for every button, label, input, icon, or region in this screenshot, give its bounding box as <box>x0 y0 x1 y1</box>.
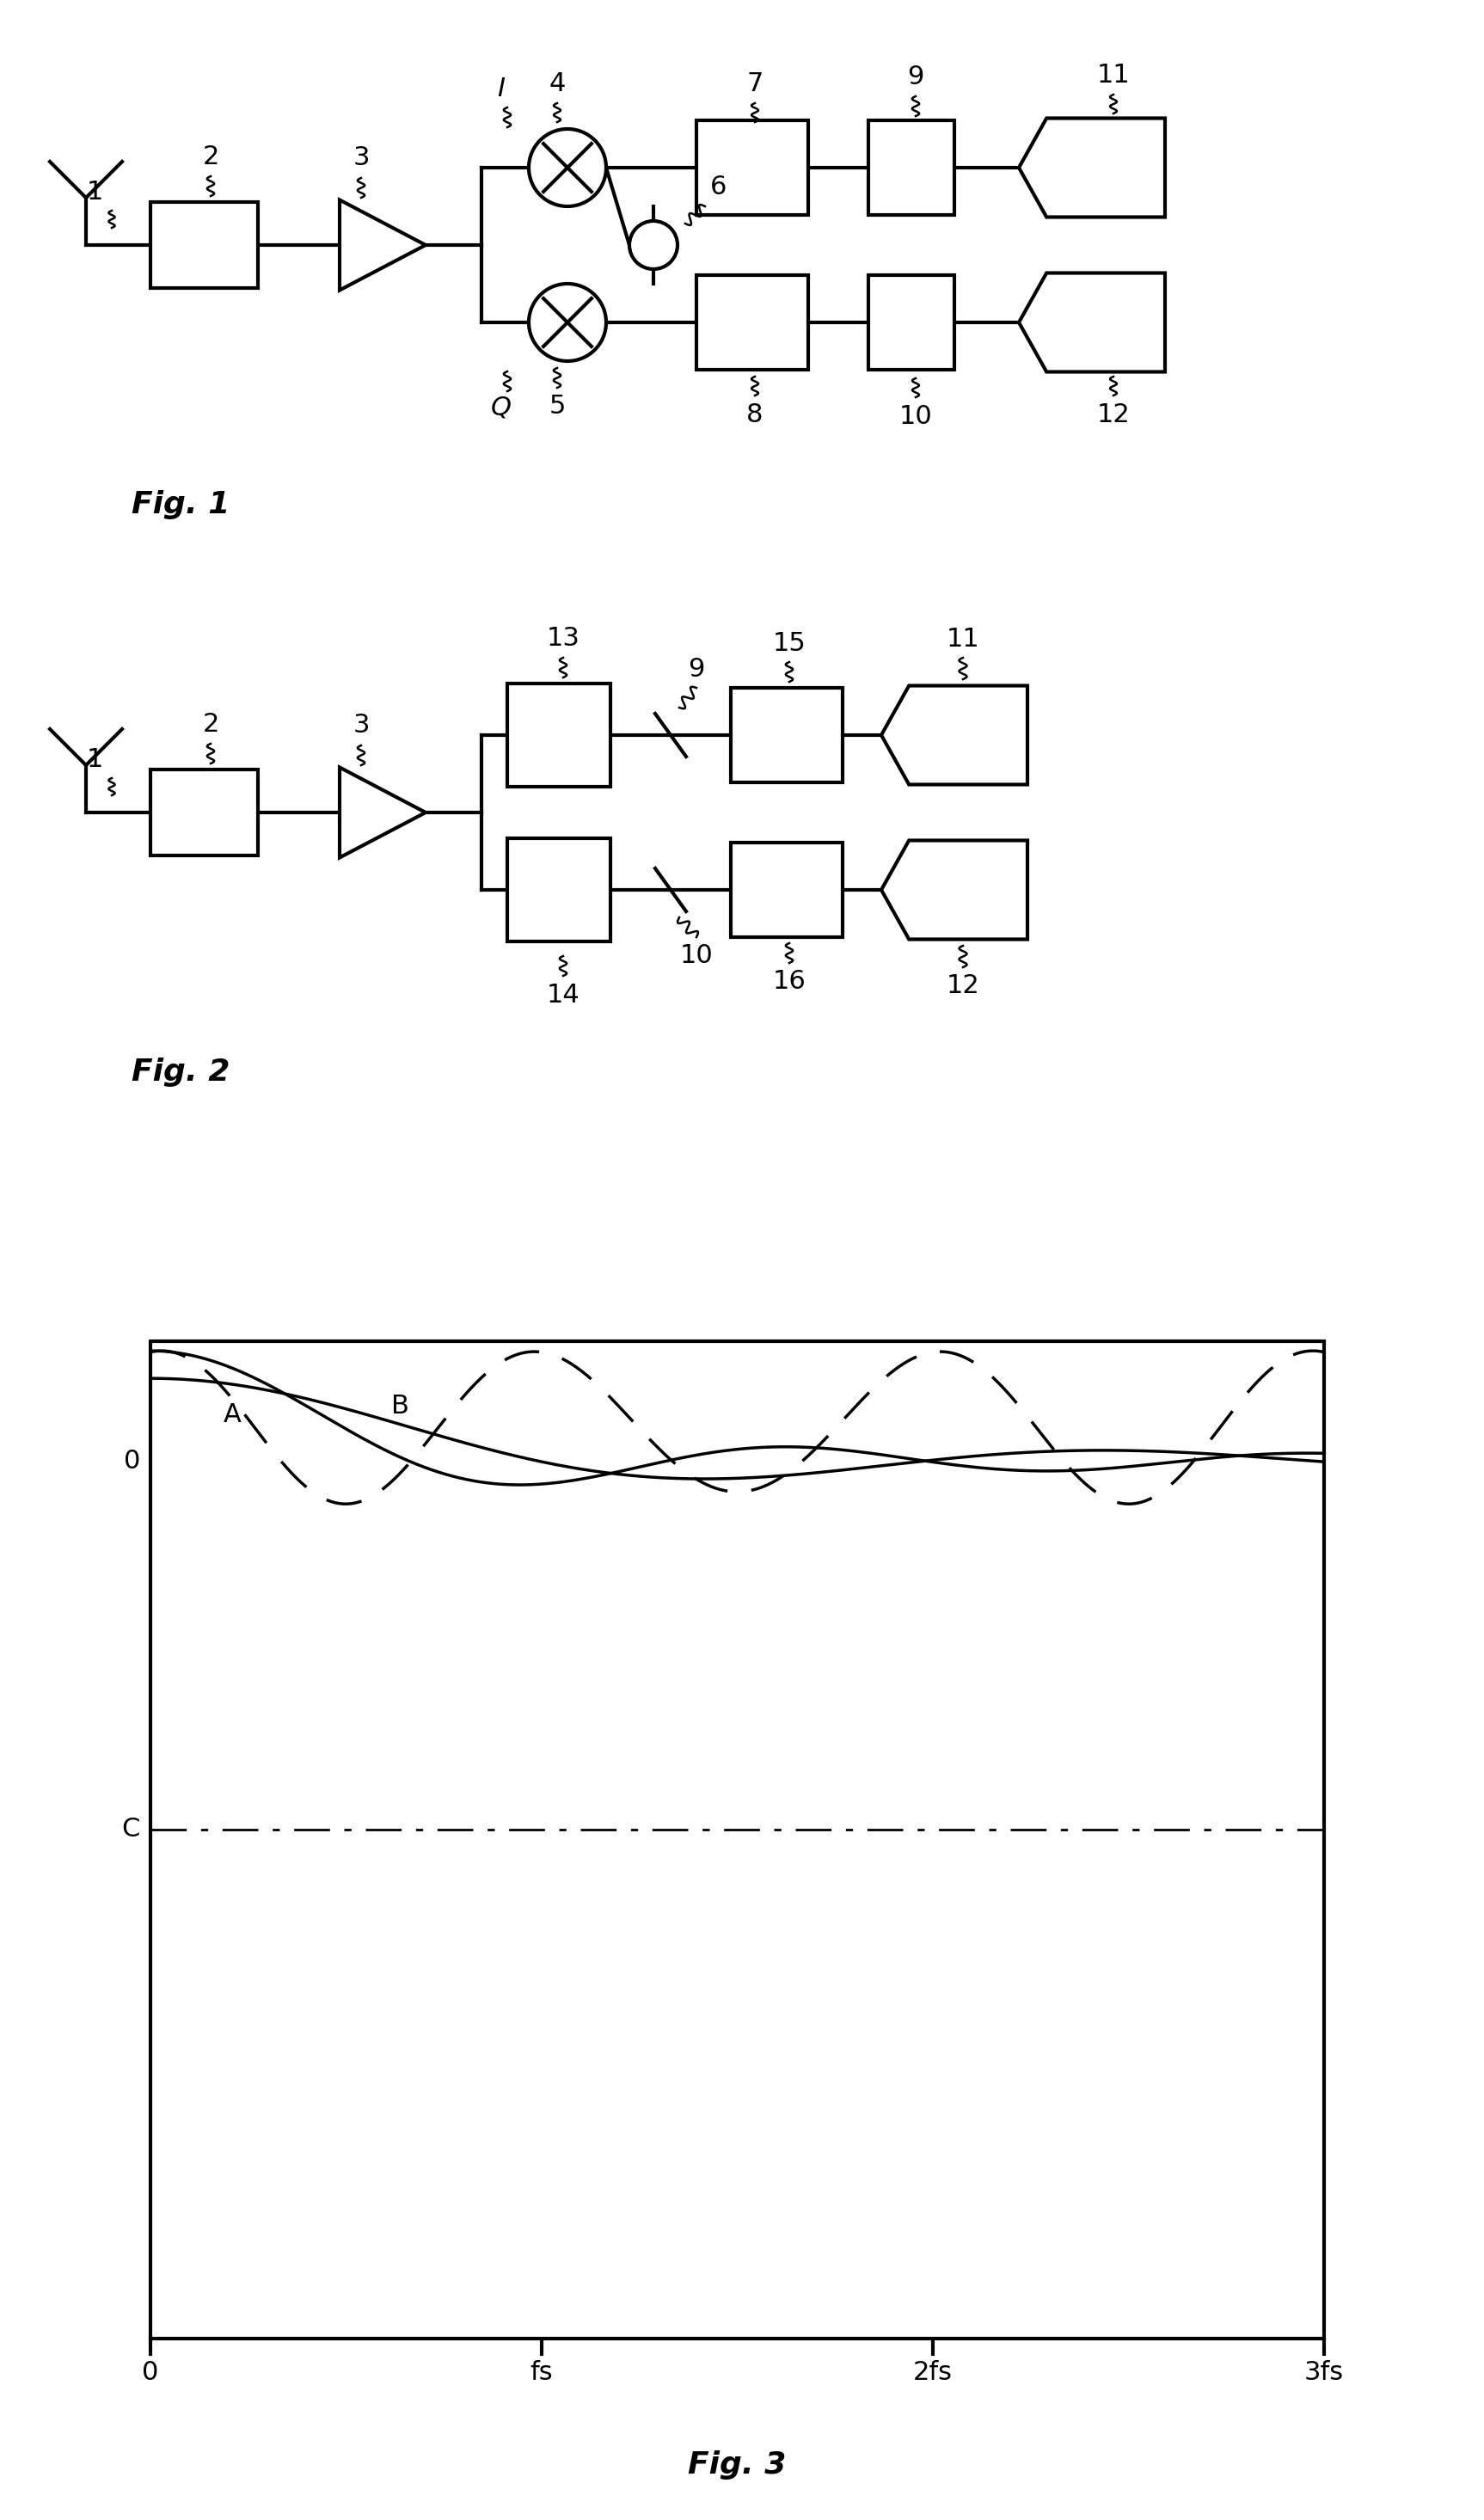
Text: 9: 9 <box>689 658 705 683</box>
Text: A: A <box>223 1401 240 1426</box>
Text: fs: fs <box>530 2361 554 2384</box>
Text: B: B <box>390 1394 408 1419</box>
Bar <box>150 202 258 287</box>
Text: 11: 11 <box>1097 63 1131 88</box>
Text: 12: 12 <box>947 973 979 998</box>
Text: 6: 6 <box>711 174 727 199</box>
Text: 1: 1 <box>86 179 104 204</box>
Polygon shape <box>340 769 426 857</box>
Circle shape <box>528 285 605 360</box>
Text: 7: 7 <box>746 71 763 96</box>
Text: 10: 10 <box>680 942 714 968</box>
Circle shape <box>528 129 605 207</box>
Text: 2: 2 <box>202 711 220 736</box>
Text: Q: Q <box>491 396 512 421</box>
Text: 2fs: 2fs <box>913 2361 953 2384</box>
Bar <box>150 769 258 854</box>
Text: 5: 5 <box>549 393 565 418</box>
Text: 4: 4 <box>549 71 565 96</box>
Text: I: I <box>497 76 505 101</box>
Bar <box>868 121 954 214</box>
Text: 8: 8 <box>746 403 763 428</box>
Bar <box>508 839 610 942</box>
Polygon shape <box>1020 272 1165 373</box>
Text: 13: 13 <box>546 625 580 650</box>
Polygon shape <box>881 685 1027 784</box>
Text: 15: 15 <box>773 630 806 655</box>
Text: 0: 0 <box>142 2361 159 2384</box>
Text: 16: 16 <box>773 970 806 993</box>
Text: 12: 12 <box>1097 403 1131 428</box>
Bar <box>508 683 610 786</box>
Text: 3: 3 <box>353 713 370 738</box>
Text: 10: 10 <box>899 403 932 428</box>
Text: 11: 11 <box>947 627 979 653</box>
Text: C: C <box>122 1817 139 1842</box>
Text: 9: 9 <box>907 66 925 88</box>
Text: 0: 0 <box>123 1449 139 1474</box>
Polygon shape <box>1020 118 1165 217</box>
Polygon shape <box>340 199 426 290</box>
Bar <box>696 121 809 214</box>
Bar <box>696 275 809 370</box>
Text: 3fs: 3fs <box>1304 2361 1345 2384</box>
Text: Fig. 2: Fig. 2 <box>132 1058 230 1086</box>
Circle shape <box>629 222 678 270</box>
Text: Fig. 1: Fig. 1 <box>132 489 230 519</box>
Bar <box>868 275 954 370</box>
Bar <box>150 1341 1324 2339</box>
Text: 3: 3 <box>353 146 370 171</box>
Bar <box>730 688 843 781</box>
Bar <box>730 842 843 937</box>
Polygon shape <box>881 842 1027 940</box>
Text: Fig. 3: Fig. 3 <box>689 2449 787 2480</box>
Text: 2: 2 <box>202 144 220 169</box>
Text: 1: 1 <box>86 746 104 771</box>
Text: 14: 14 <box>546 983 580 1008</box>
